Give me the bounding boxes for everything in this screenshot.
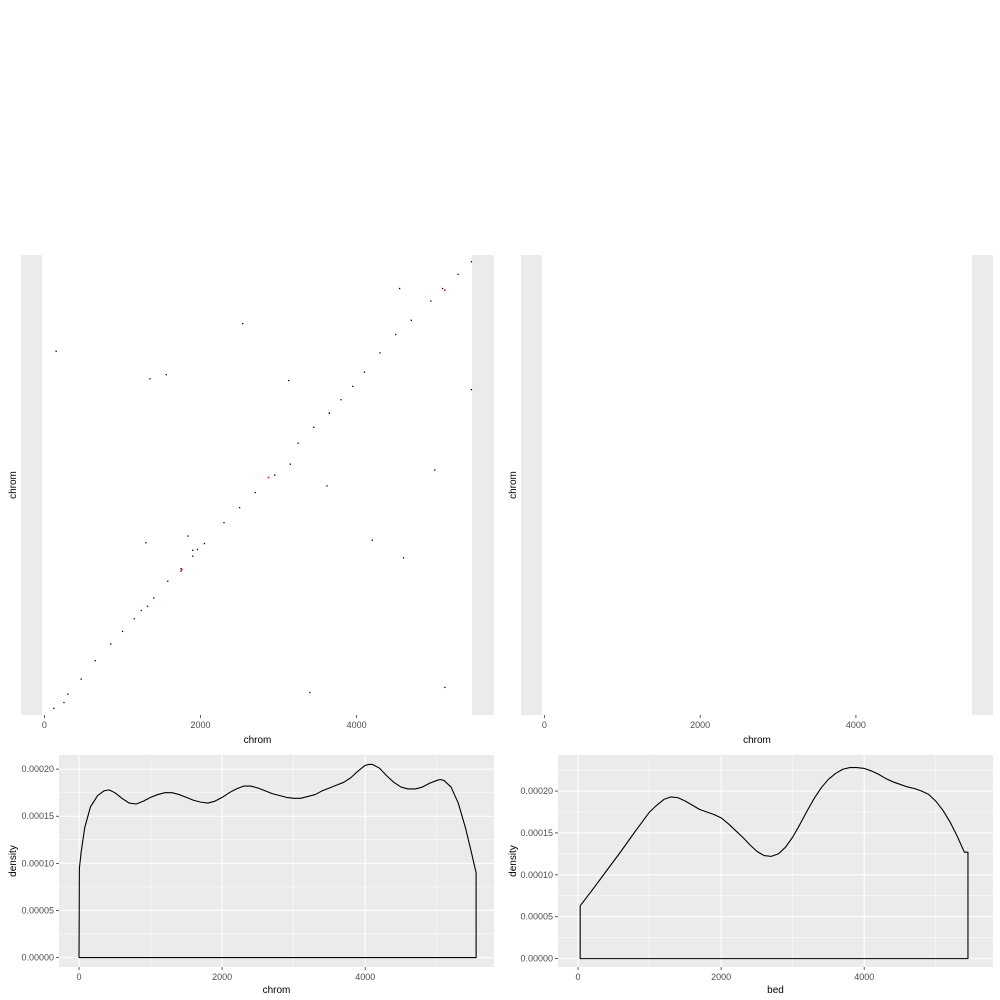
y-tick-label: 0.00015 bbox=[520, 828, 553, 838]
x-axis-title: bed bbox=[767, 985, 784, 996]
data-point bbox=[140, 609, 142, 612]
scatter-left-side-strip bbox=[472, 255, 494, 715]
data-point-accent bbox=[146, 605, 149, 608]
x-tick-label: 0 bbox=[576, 972, 581, 982]
data-point bbox=[187, 535, 189, 537]
data-point bbox=[110, 643, 112, 645]
x-tick-label: 2000 bbox=[191, 720, 211, 730]
data-point bbox=[196, 548, 199, 551]
data-point bbox=[326, 485, 328, 487]
data-point-accent bbox=[444, 289, 446, 291]
y-tick-label: 0.00010 bbox=[520, 870, 553, 880]
y-tick-label: 0.00005 bbox=[21, 905, 54, 915]
data-point bbox=[180, 568, 182, 570]
data-point bbox=[402, 557, 405, 559]
x-tick-label: 0 bbox=[542, 720, 547, 730]
data-point bbox=[410, 319, 412, 321]
data-point-accent bbox=[180, 570, 182, 572]
data-point bbox=[192, 549, 194, 551]
x-tick-label: 4000 bbox=[854, 972, 874, 982]
data-point bbox=[328, 412, 331, 414]
y-tick-label: 0.00005 bbox=[520, 912, 553, 922]
density-right-plot-area bbox=[558, 755, 993, 967]
y-tick-label: 0.00000 bbox=[520, 954, 553, 964]
data-point bbox=[340, 399, 342, 401]
y-tick-label: 0.00010 bbox=[21, 858, 54, 868]
data-point bbox=[121, 630, 124, 633]
data-point bbox=[430, 300, 432, 302]
data-point-accent bbox=[181, 568, 183, 571]
data-point bbox=[441, 287, 444, 290]
data-point bbox=[444, 686, 446, 689]
data-point bbox=[289, 463, 291, 465]
density-left-plot-area bbox=[59, 755, 494, 967]
y-axis-title: chrom bbox=[508, 471, 519, 499]
data-point bbox=[167, 580, 169, 582]
y-tick-label: 0.00015 bbox=[21, 811, 54, 821]
data-point bbox=[238, 506, 241, 509]
y-axis-title: density bbox=[8, 845, 19, 877]
data-point bbox=[371, 539, 373, 541]
data-point bbox=[63, 701, 65, 704]
scatter-left-panel: 0 2000 4000 chrom chrom bbox=[8, 255, 494, 746]
density-curve bbox=[579, 767, 969, 960]
data-point bbox=[470, 389, 473, 391]
x-tick-label: 2000 bbox=[711, 972, 731, 982]
data-point bbox=[288, 379, 290, 382]
data-point bbox=[297, 442, 299, 444]
scatter-right-side-strip bbox=[972, 255, 993, 715]
data-point bbox=[470, 261, 473, 263]
data-point bbox=[379, 352, 381, 354]
x-tick-label: 2000 bbox=[690, 720, 710, 730]
density-curve bbox=[78, 763, 477, 959]
y-tick-label: 0.00020 bbox=[520, 786, 553, 796]
data-point bbox=[133, 618, 135, 620]
y-axis-title: density bbox=[508, 845, 519, 877]
data-point bbox=[309, 691, 311, 694]
scatter-right-plot-area bbox=[521, 255, 993, 715]
data-point bbox=[395, 333, 397, 336]
scatter-left-plot-area bbox=[21, 255, 494, 715]
data-point bbox=[94, 660, 96, 662]
data-point bbox=[242, 322, 244, 325]
y-tick-label: 0.00020 bbox=[21, 764, 54, 774]
data-point bbox=[352, 385, 354, 388]
data-point bbox=[149, 378, 151, 380]
x-tick-label: 0 bbox=[42, 720, 47, 730]
data-point bbox=[203, 542, 206, 545]
x-axis-title: chrom bbox=[743, 735, 771, 746]
x-tick-label: 4000 bbox=[355, 972, 375, 982]
data-point bbox=[165, 374, 167, 376]
x-tick-label: 2000 bbox=[212, 972, 232, 982]
data-point bbox=[313, 426, 315, 428]
y-axis-title: chrom bbox=[8, 471, 19, 499]
x-tick-label: 4000 bbox=[347, 720, 367, 730]
data-point bbox=[434, 469, 436, 471]
x-tick-label: 0 bbox=[77, 972, 82, 982]
data-point bbox=[457, 273, 459, 275]
data-point bbox=[145, 542, 147, 544]
data-point-accent bbox=[267, 476, 270, 479]
x-axis-title: chrom bbox=[244, 735, 272, 746]
data-point bbox=[53, 707, 55, 710]
x-axis-title: chrom bbox=[263, 985, 291, 996]
data-point bbox=[153, 597, 155, 599]
data-point bbox=[67, 693, 69, 695]
data-point bbox=[398, 287, 401, 290]
data-point bbox=[55, 350, 57, 352]
y-tick-label: 0.00000 bbox=[21, 953, 54, 963]
scatter-left-side-strip bbox=[21, 255, 42, 715]
data-point bbox=[80, 678, 82, 680]
density-right-panel: 0.00000 0.00005 0.00010 0.00015 0.00020 0 2000… bbox=[508, 755, 993, 996]
data-point bbox=[363, 371, 366, 373]
density-left-panel: 0.00000 0.00005 0.00010 0.00015 0.00020 0 2000… bbox=[8, 755, 494, 996]
data-point bbox=[192, 555, 194, 557]
data-point bbox=[254, 491, 256, 494]
data-point bbox=[223, 522, 225, 524]
scatter-right-side-strip bbox=[521, 255, 542, 715]
data-point bbox=[274, 474, 276, 476]
scatter-right-panel: 0 2000 4000 chrom chrom bbox=[508, 255, 993, 746]
x-tick-label: 4000 bbox=[846, 720, 866, 730]
